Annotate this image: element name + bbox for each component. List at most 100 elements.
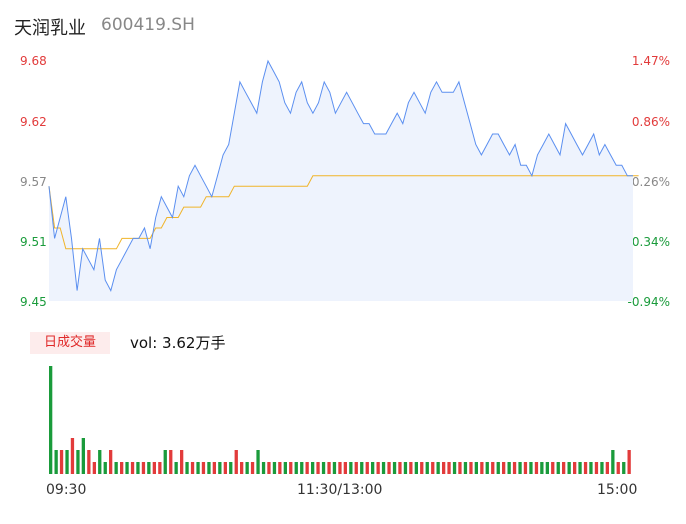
- volume-bar: [125, 462, 129, 474]
- volume-bar: [540, 462, 544, 474]
- volume-bar: [305, 462, 309, 474]
- price-tick-2: 9.62: [20, 115, 47, 129]
- time-label-close: 15:00: [597, 482, 638, 498]
- volume-bar: [272, 462, 277, 474]
- volume-bar: [589, 462, 593, 474]
- volume-bar: [583, 462, 588, 474]
- volume-bar: [311, 462, 315, 474]
- volume-bar: [81, 438, 85, 474]
- volume-bar: [534, 462, 539, 474]
- volume-bar: [245, 462, 249, 474]
- volume-bar: [349, 462, 353, 474]
- volume-bar: [120, 462, 124, 474]
- volume-bar: [622, 462, 626, 474]
- volume-bar: [480, 462, 484, 474]
- pct-tick-3: 0.26%: [631, 175, 670, 189]
- volume-bar: [392, 462, 397, 474]
- volume-bar: [256, 450, 260, 474]
- volume-bar: [529, 462, 533, 474]
- volume-label: vol: 3.62万手: [130, 334, 226, 352]
- volume-bar: [518, 462, 522, 474]
- volume-badge: 日成交量: [30, 332, 110, 354]
- volume-bar: [76, 450, 80, 474]
- volume-bar: [196, 462, 200, 474]
- volume-bar: [627, 450, 631, 474]
- price-tick-1: 9.68: [20, 54, 47, 68]
- volume-bar: [381, 462, 386, 474]
- volume-bar: [605, 462, 609, 474]
- volume-bar: [578, 462, 582, 474]
- volume-bar: [371, 462, 375, 474]
- volume-bar: [316, 462, 320, 474]
- volume-bar: [496, 462, 500, 474]
- time-label-open: 09:30: [46, 482, 87, 498]
- volume-bar: [321, 462, 326, 474]
- volume-bar: [594, 462, 599, 474]
- volume-bar: [136, 462, 140, 474]
- volume-bar: [447, 462, 451, 474]
- volume-bar: [491, 462, 495, 474]
- volume-bar: [234, 450, 238, 474]
- volume-bar: [70, 438, 75, 474]
- volume-bar: [452, 462, 457, 474]
- price-tick-5: 9.45: [20, 295, 47, 309]
- pct-tick-2: 0.86%: [631, 115, 670, 129]
- volume-bar: [180, 450, 184, 474]
- volume-bar: [152, 462, 156, 474]
- time-label-mid: 11:30/13:00: [297, 482, 383, 498]
- volume-bar: [611, 450, 615, 474]
- volume-bar: [289, 462, 293, 474]
- volume-bar: [218, 462, 222, 474]
- pct-tick-1: 1.47%: [631, 54, 670, 68]
- volume-bar: [562, 462, 566, 474]
- stock-code: 600419.SH: [101, 15, 195, 35]
- volume-bar: [600, 462, 604, 474]
- volume-bar: [485, 462, 489, 474]
- volume-bar: [158, 462, 162, 474]
- volume-bar: [436, 462, 440, 474]
- volume-bar: [229, 462, 233, 474]
- volume-bar: [523, 462, 528, 474]
- volume-bar: [147, 462, 151, 474]
- volume-bar: [169, 450, 173, 474]
- volume-bar: [185, 462, 189, 474]
- volume-bar: [360, 462, 364, 474]
- volume-bar: [87, 450, 91, 474]
- pct-tick-5: -0.94%: [627, 295, 670, 309]
- volume-bar: [327, 462, 331, 474]
- volume-bar: [463, 462, 468, 474]
- volume-bar: [278, 462, 282, 474]
- volume-bar: [240, 462, 244, 474]
- volume-bar: [556, 462, 560, 474]
- volume-bar: [507, 462, 511, 474]
- volume-bar: [250, 462, 255, 474]
- volume-bar: [54, 450, 58, 474]
- volume-bar: [551, 462, 555, 474]
- volume-bar: [403, 462, 408, 474]
- volume-bar: [109, 450, 113, 474]
- volume-bar: [267, 462, 271, 474]
- volume-bar: [338, 462, 342, 474]
- volume-bar: [261, 462, 266, 474]
- volume-bar: [425, 462, 429, 474]
- volume-bar: [414, 462, 418, 474]
- volume-bar: [223, 462, 227, 474]
- volume-bar: [201, 462, 206, 474]
- volume-bar: [174, 462, 178, 474]
- volume-bar: [502, 462, 506, 474]
- volume-bar: [300, 462, 304, 474]
- volume-bar: [431, 462, 435, 474]
- volume-bar: [130, 462, 135, 474]
- volume-bar: [420, 462, 424, 474]
- volume-bar: [458, 462, 462, 474]
- volume-bar: [283, 462, 287, 474]
- price-tick-3: 9.57: [20, 175, 47, 189]
- volume-bar: [141, 462, 146, 474]
- volume-bar: [59, 450, 64, 474]
- volume-bar: [212, 462, 216, 474]
- volume-bar: [49, 366, 53, 474]
- volume-bar: [376, 462, 380, 474]
- price-line: [48, 59, 633, 292]
- volume-bar: [190, 462, 195, 474]
